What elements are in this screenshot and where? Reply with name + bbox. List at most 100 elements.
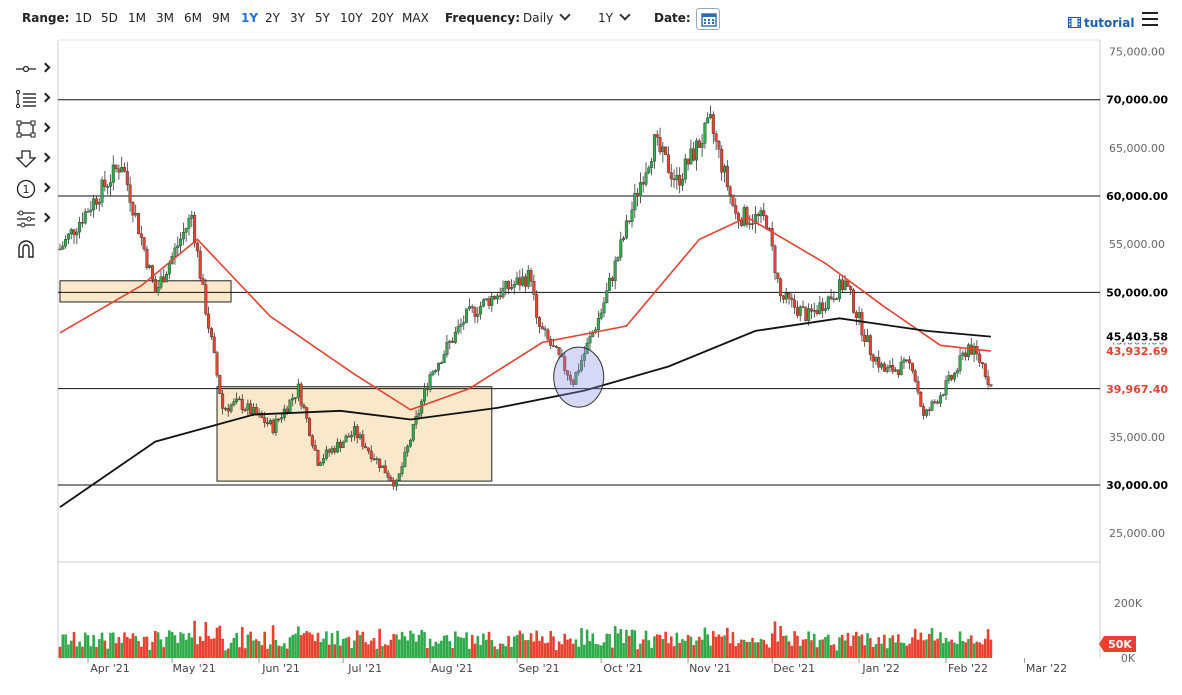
candle-body	[296, 383, 300, 398]
crosshair-tool-icon	[16, 65, 36, 73]
candle-body	[434, 370, 438, 372]
candle-body	[658, 137, 662, 153]
indicator-tool[interactable]	[12, 208, 56, 230]
volume-bar	[776, 641, 780, 658]
range-button-5d[interactable]: 5D	[101, 11, 118, 25]
volume-bar	[939, 632, 942, 658]
range-button-1d[interactable]: 1D	[75, 11, 92, 25]
volume-bar	[470, 634, 474, 658]
candle-body	[397, 473, 401, 481]
volume-bar	[855, 631, 858, 658]
volume-bar	[327, 644, 331, 658]
volume-bar	[768, 647, 771, 658]
candle-body	[563, 356, 567, 371]
volume-bar	[532, 641, 536, 658]
range-button-1m[interactable]: 1M	[128, 11, 146, 25]
arrow-down-tool-icon	[15, 150, 37, 168]
volume-bar	[703, 627, 707, 658]
range-button-10y[interactable]: 10Y	[340, 11, 363, 25]
candle-body	[868, 335, 872, 356]
hamburger-menu-icon[interactable]	[1142, 12, 1158, 26]
range-button-9m[interactable]: 9M	[212, 11, 230, 25]
volume-bar	[737, 643, 740, 658]
candle-body	[131, 202, 135, 216]
volume-bar	[885, 648, 889, 658]
range-button-3m[interactable]: 3M	[156, 11, 174, 25]
calendar-icon	[701, 13, 717, 27]
annotation-tool[interactable]: 1	[12, 178, 56, 200]
calendar-button[interactable]	[696, 8, 720, 30]
volume-bar	[622, 642, 625, 658]
volume-bar	[784, 635, 788, 658]
x-tick-label: Feb '22	[948, 662, 988, 675]
candle-body	[664, 146, 668, 156]
volume-bar	[852, 635, 855, 658]
volume-bar	[773, 621, 777, 658]
range-button-max[interactable]: MAX	[402, 11, 429, 25]
candle-body	[66, 233, 70, 240]
candle-body	[263, 417, 267, 423]
range-button-20y[interactable]: 20Y	[371, 11, 394, 25]
candle-body	[880, 363, 884, 368]
volume-bar	[125, 637, 129, 658]
volume-bar	[815, 647, 819, 658]
x-tick-label: Mar '22	[1026, 662, 1067, 675]
volume-bar	[302, 633, 306, 658]
volume-bar	[496, 649, 499, 658]
candle-body	[765, 215, 769, 229]
frequency-select[interactable]: Daily	[523, 9, 572, 25]
volume-bar	[569, 638, 572, 658]
price-label-bg	[1103, 382, 1172, 395]
candle-body	[734, 205, 738, 214]
rectangle-tool[interactable]	[12, 118, 56, 140]
volume-bar	[975, 641, 979, 658]
date-label: Date:	[654, 11, 691, 25]
volume-bar	[515, 635, 519, 658]
horizontal-levels	[58, 99, 1100, 486]
volume-bar	[554, 650, 558, 658]
candle-body	[543, 328, 547, 331]
candle-body	[885, 367, 889, 372]
candle-body	[978, 353, 982, 363]
volume-bar	[908, 643, 911, 658]
range-button-1y[interactable]: 1Y	[241, 11, 259, 25]
candle-body	[784, 293, 788, 300]
volume-bar	[700, 639, 704, 658]
volume-bar	[650, 648, 653, 658]
volume-bar	[423, 632, 426, 658]
candle-body	[316, 450, 320, 466]
x-tick-label: Aug '21	[431, 662, 473, 675]
crosshair-tool[interactable]	[12, 58, 56, 80]
volume-bar	[484, 639, 488, 658]
range-button-2y[interactable]: 2Y	[265, 11, 280, 25]
candle-body	[86, 211, 90, 213]
candle-body	[613, 260, 617, 281]
volume-bar	[583, 644, 586, 658]
range-button-6m[interactable]: 6M	[184, 11, 202, 25]
candle-body	[540, 326, 544, 330]
candle-body	[913, 370, 917, 382]
volume-bar	[81, 646, 84, 658]
price-chart[interactable]: 25,000.0030,000.0035,000.0040,000.0045,0…	[0, 38, 1182, 695]
magnet-tool[interactable]	[12, 238, 56, 260]
volume-bar	[145, 636, 149, 658]
tutorial-link[interactable]: tutorial	[1068, 16, 1135, 30]
candle-body	[523, 276, 527, 287]
range-button-5y[interactable]: 5Y	[315, 11, 330, 25]
volume-bar	[627, 635, 631, 658]
arrow-down-tool[interactable]	[12, 148, 56, 170]
candle-body	[134, 213, 138, 216]
volume-bar	[796, 635, 799, 658]
volume-bar	[916, 639, 920, 658]
volume-bar	[207, 635, 210, 658]
fibonacci-tool[interactable]	[12, 88, 56, 110]
range-button-3y[interactable]: 3Y	[290, 11, 305, 25]
indicator-tool-icon	[17, 210, 35, 228]
volume-bar	[114, 643, 118, 658]
candle-body	[837, 279, 841, 300]
volume-bar	[204, 621, 208, 658]
candle-body	[964, 352, 968, 357]
period-select[interactable]: 1Y	[598, 9, 631, 25]
volume-bar	[344, 637, 348, 658]
candle-body	[400, 466, 404, 474]
